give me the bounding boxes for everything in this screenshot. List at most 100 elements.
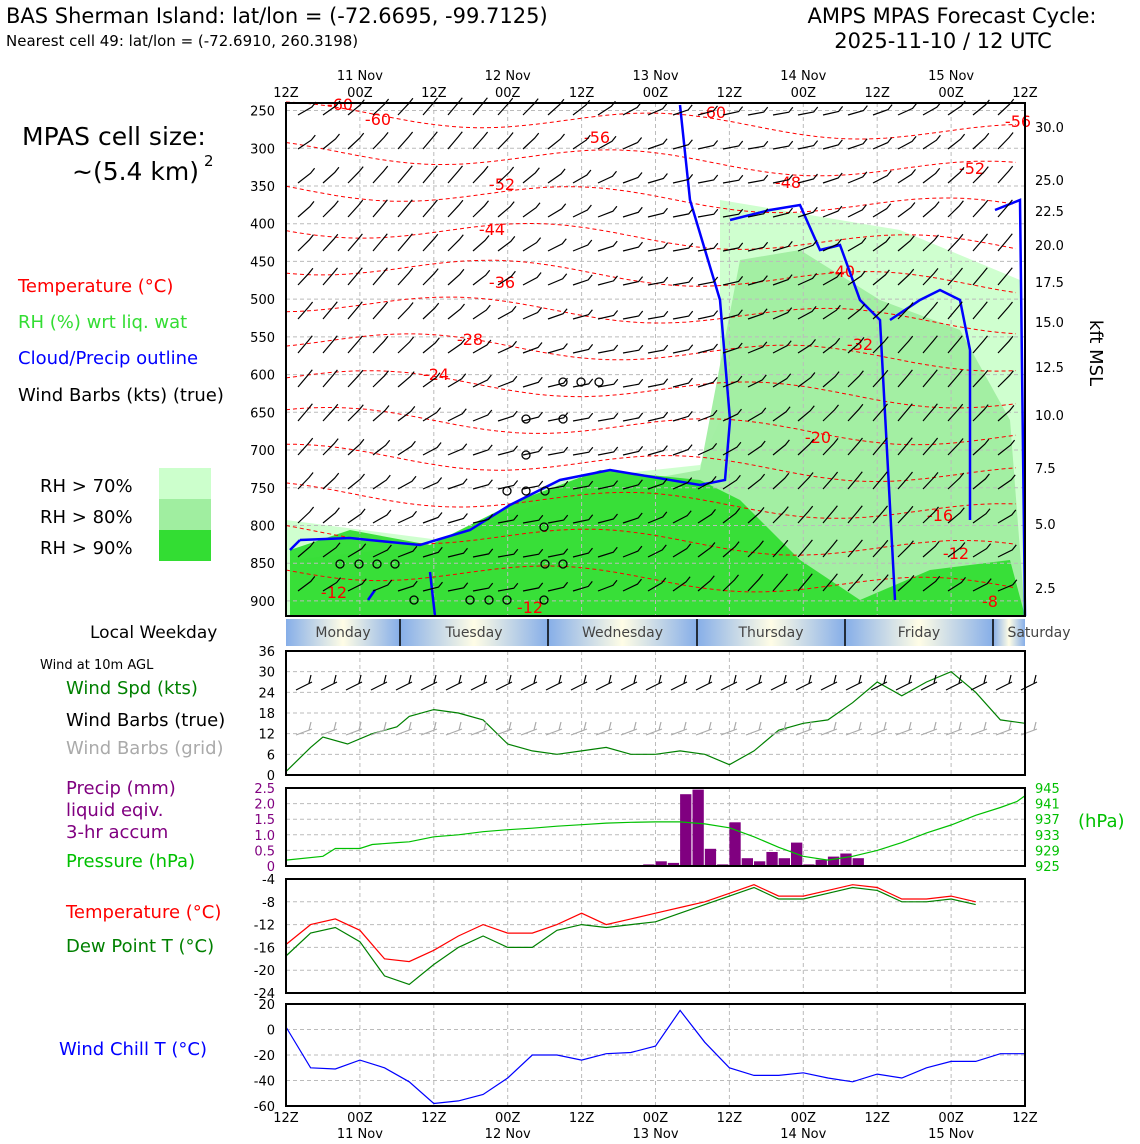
pressure-tick: 929 <box>1035 844 1060 859</box>
wind-barb <box>972 199 989 218</box>
wind-barb <box>497 132 514 150</box>
wind-barb <box>897 437 913 456</box>
wind-barb <box>422 233 439 252</box>
wind-barb <box>297 301 314 320</box>
wind-barb <box>872 203 892 218</box>
surface-grid-barb <box>595 721 613 736</box>
wind-barb <box>747 174 769 184</box>
wind-barb <box>747 140 769 150</box>
surface-grid-barb <box>720 721 738 736</box>
wind-barb <box>322 166 340 184</box>
wind-barb <box>747 374 767 388</box>
temp-label: Temperature (°C) <box>65 902 221 923</box>
surface-wind-barb <box>645 674 663 691</box>
wind-barbs-true-label: Wind Barbs (true) <box>66 710 225 731</box>
wind-barb <box>547 98 565 116</box>
temperature-tick-label: -8 <box>262 896 275 911</box>
wind-barb <box>722 276 744 286</box>
wind-barb <box>472 479 493 490</box>
wind-barb <box>672 543 692 558</box>
wind-barb <box>647 445 668 456</box>
wind-barb <box>322 403 339 422</box>
wind-barb <box>747 540 764 558</box>
wind-barb <box>322 542 341 558</box>
dew-label: Dew Point T (°C) <box>66 936 214 957</box>
wind-barb <box>847 471 863 490</box>
wind-barb <box>897 403 913 422</box>
temperature-label: -60 <box>365 110 391 129</box>
wind-barb <box>497 340 517 354</box>
rh-region <box>290 470 1025 616</box>
cell-size-label: MPAS cell size: <box>22 122 206 151</box>
wind-barb <box>922 134 941 150</box>
wind-barb <box>972 438 990 456</box>
wind-barb <box>722 574 739 592</box>
wind-barb <box>397 406 416 422</box>
pressure-tick-label: 500 <box>250 293 275 308</box>
wind-barb <box>447 408 467 422</box>
top-date-label: 11 Nov <box>337 69 383 84</box>
surface-wind-barb <box>295 674 313 691</box>
weekday-segment <box>993 619 1025 646</box>
wind-barb <box>447 303 465 320</box>
title-right-1: AMPS MPAS Forecast Cycle: <box>808 4 1097 28</box>
wind-barb <box>722 140 744 150</box>
wind-barb <box>497 582 519 592</box>
wind-barb <box>722 174 744 184</box>
wind-barb <box>822 172 843 184</box>
wind-barb <box>672 242 694 252</box>
wind-barb <box>622 241 643 252</box>
calm-wind-marker <box>372 559 382 569</box>
temperature-label: -52 <box>959 159 985 178</box>
wind-barb <box>722 474 741 490</box>
wind-barb <box>922 201 940 218</box>
surface-wind-barb <box>795 674 813 691</box>
windchill-panel-frame <box>285 1003 1026 1107</box>
calm-wind-marker <box>594 377 604 387</box>
wind-barb <box>922 101 942 116</box>
wind-barb <box>422 165 438 184</box>
wind-barb <box>822 139 843 150</box>
wind-barb <box>572 480 594 490</box>
surface-grid-barb <box>770 721 788 736</box>
kft-tick-label: 25.0 <box>1035 174 1064 189</box>
wind-barb <box>722 106 744 116</box>
wind-barb <box>447 97 463 116</box>
wind-barb <box>422 512 443 524</box>
legend-temperature: Temperature (°C) <box>17 276 173 297</box>
bottom-time-tick: 00Z <box>643 1111 669 1126</box>
wind-barb <box>322 577 342 592</box>
wind-barb <box>897 169 916 184</box>
pressure-tick: 925 <box>1035 860 1060 875</box>
wind-barb <box>847 337 865 354</box>
temperature-contour <box>285 142 1017 177</box>
wind-barb <box>422 442 442 456</box>
wind-barb <box>822 106 844 116</box>
calm-wind-marker <box>390 559 400 569</box>
wind-barb <box>397 302 414 320</box>
dewpoint-line <box>285 886 976 986</box>
pressure-tick-label: 800 <box>250 519 275 534</box>
pressure-tick-label: 350 <box>250 180 275 195</box>
temperature-label: -24 <box>423 365 449 384</box>
wind-barb <box>922 403 938 422</box>
wind-barb <box>797 140 819 150</box>
temperature-tick-label: -12 <box>254 919 275 934</box>
wind-barb <box>422 372 441 388</box>
precip-bar <box>667 862 680 866</box>
wind-barb <box>622 446 644 456</box>
temperature-contour <box>285 223 1017 250</box>
windchill-line <box>285 1009 1025 1105</box>
calm-wind-marker <box>558 377 568 387</box>
wind-barb <box>647 577 667 592</box>
top-time-tick: 12Z <box>569 86 595 101</box>
wind-barb <box>772 406 791 422</box>
wind-barb <box>822 438 839 456</box>
kft-tick-label: 5.0 <box>1035 518 1056 533</box>
wind-barb <box>947 369 963 388</box>
precip-bar <box>704 848 717 866</box>
wind-speed-line <box>285 671 1026 773</box>
wind-barb <box>572 547 593 558</box>
wind-barb <box>622 479 643 490</box>
kft-label: kft MSL <box>1085 320 1106 386</box>
